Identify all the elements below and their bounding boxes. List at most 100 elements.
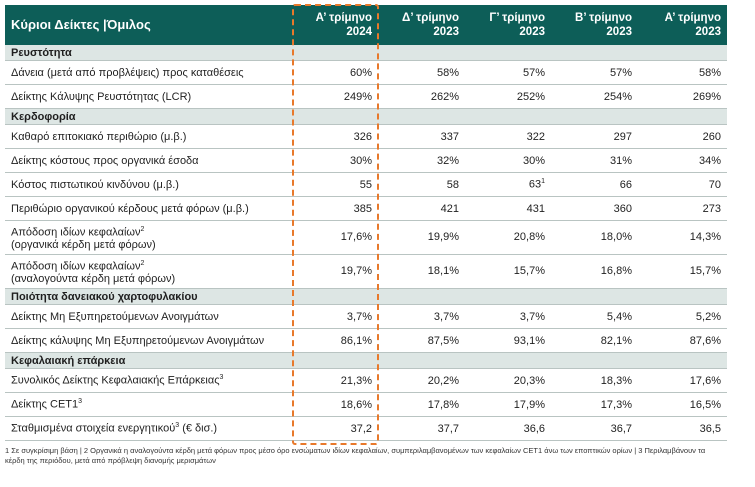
row-label: Συνολικός Δείκτης Κεφαλαιακής Επάρκειας3	[5, 368, 292, 393]
data-row: Απόδοση ιδίων κεφαλαίων2 (αναλογούντα κέρ…	[5, 254, 727, 289]
value-cell: 34%	[638, 148, 727, 173]
value-cell: 421	[378, 196, 465, 221]
value-cell: 431	[465, 196, 551, 221]
footnote: 1 Σε συγκρίσιμη βάση | 2 Οργανικά η αναλ…	[5, 446, 706, 465]
value-cell: 58%	[378, 60, 465, 85]
value-cell: 20,2%	[378, 368, 465, 393]
column-header-line: Α’ τρίμηνο	[664, 12, 721, 24]
value-cell: 70	[638, 172, 727, 197]
data-row: Καθαρό επιτοκιακό περιθώριο (μ.β.) 326 337…	[5, 124, 727, 149]
column-header: Δ’ τρίμηνο 2023	[378, 5, 465, 45]
value-cell: 249%	[292, 84, 378, 109]
row-label-suffix: (€ δισ.)	[182, 422, 218, 435]
value-cell: 19,7%	[292, 254, 378, 289]
value-cell: 16,5%	[638, 392, 727, 417]
column-header: Α’ τρίμηνο 2023	[638, 5, 727, 45]
section-row: Ρευστότητα	[5, 45, 727, 61]
row-label-text: Συνολικός Δείκτης Κεφαλαιακής Επάρκειας	[11, 374, 220, 387]
row-label: Δάνεια (μετά από προβλέψεις) προς καταθέ…	[5, 60, 292, 85]
data-row: Δείκτης CET13 18,6% 17,8% 17,9% 17,3% 16,5%	[5, 392, 727, 417]
value-cell: 87,5%	[378, 328, 465, 353]
row-label: Δείκτης κόστους προς οργανικά έσοδα	[5, 148, 292, 173]
row-label: Δείκτης κάλυψης Μη Εξυπηρετούμενων Ανοιγ…	[5, 328, 292, 353]
row-label-text: Δάνεια (μετά από προβλέψεις) προς καταθέ…	[11, 66, 244, 79]
data-row: Δάνεια (μετά από προβλέψεις) προς καταθέ…	[5, 60, 727, 85]
value-cell: 30%	[465, 148, 551, 173]
row-label: Απόδοση ιδίων κεφαλαίων2 (οργανικά κέρδη …	[5, 220, 292, 255]
value-cell: 273	[638, 196, 727, 221]
value-cell: 36,5	[638, 416, 727, 441]
value-cell: 15,7%	[465, 254, 551, 289]
footnote-ref: 2	[140, 225, 145, 233]
column-header-line: 2023	[519, 26, 545, 38]
section-title: Ποιότητα δανειακού χαρτοφυλακίου	[5, 288, 727, 305]
row-label-text: Σταθμισμένα στοιχεία ενεργητικού	[11, 422, 176, 435]
value-cell: 93,1%	[465, 328, 551, 353]
data-row: Δείκτης κόστους προς οργανικά έσοδα 30% 32…	[5, 148, 727, 173]
value-cell: 87,6%	[638, 328, 727, 353]
value-cell: 3,7%	[378, 304, 465, 329]
column-header: Γ’ τρίμηνο 2023	[465, 5, 551, 45]
data-row: Συνολικός Δείκτης Κεφαλαιακής Επάρκειας3…	[5, 368, 727, 393]
value-cell: 385	[292, 196, 378, 221]
row-label-text: Απόδοση ιδίων κεφαλαίων	[11, 260, 141, 273]
header-row: Κύριοι Δείκτες |Όμιλος Α’ τρίμηνο 2024 Δ’ …	[5, 5, 727, 45]
section-row: Κερδοφορία	[5, 108, 727, 125]
section-title: Ρευστότητα	[5, 45, 727, 61]
value-cell: 57%	[551, 60, 638, 85]
value-cell: 18,1%	[378, 254, 465, 289]
row-label-text: Δείκτης κόστους προς οργανικά έσοδα	[11, 154, 199, 167]
row-label: Καθαρό επιτοκιακό περιθώριο (μ.β.)	[5, 124, 292, 149]
column-header: Β’ τρίμηνο 2023	[551, 5, 638, 45]
data-row: Δείκτης Κάλυψης Ρευστότητας (LCR) 249% 262…	[5, 84, 727, 109]
row-label: Δείκτης Κάλυψης Ρευστότητας (LCR)	[5, 84, 292, 109]
table-body: Ρευστότητα Δάνεια (μετά από προβλέψεις) π…	[5, 45, 727, 441]
value-cell: 21,3%	[292, 368, 378, 393]
row-label: Σταθμισμένα στοιχεία ενεργητικού3 (€ δισ…	[5, 416, 292, 441]
value-cell: 82,1%	[551, 328, 638, 353]
value-cell: 18,6%	[292, 392, 378, 417]
row-label-line2: (οργανικά κέρδη μετά φόρων)	[11, 239, 156, 252]
value-cell: 31%	[551, 148, 638, 173]
value-cell: 58	[378, 172, 465, 197]
row-label-text: Δείκτης κάλυψης Μη Εξυπηρετούμενων Ανοιγ…	[11, 334, 265, 347]
value-cell: 3,7%	[292, 304, 378, 329]
footnote-ref: 3	[78, 398, 83, 406]
value-cell: 55	[292, 172, 378, 197]
footnote-ref: 2	[140, 259, 145, 267]
value-cell: 15,7%	[638, 254, 727, 289]
value-cell: 60%	[292, 60, 378, 85]
value-cell: 18,3%	[551, 368, 638, 393]
section-title: Κερδοφορία	[5, 108, 727, 125]
value-text: 63	[528, 178, 542, 191]
value-cell: 337	[378, 124, 465, 149]
value-cell: 86,1%	[292, 328, 378, 353]
section-row: Ποιότητα δανειακού χαρτοφυλακίου	[5, 288, 727, 305]
value-cell: 17,8%	[378, 392, 465, 417]
value-cell: 360	[551, 196, 638, 221]
data-row: Περιθώριο οργανικού κέρδους μετά φόρων (…	[5, 196, 727, 221]
value-cell: 260	[638, 124, 727, 149]
value-cell: 262%	[378, 84, 465, 109]
value-cell: 17,6%	[292, 220, 378, 255]
value-cell: 37,2	[292, 416, 378, 441]
row-label-line2: (αναλογούντα κέρδη μετά φόρων)	[11, 273, 176, 286]
footnote-ref: 3	[175, 422, 180, 430]
kpi-table: Κύριοι Δείκτες |Όμιλος Α’ τρίμηνο 2024 Δ’ …	[5, 5, 727, 441]
row-label-text: Απόδοση ιδίων κεφαλαίων	[11, 226, 141, 239]
row-label-text: Κόστος πιστωτικού κινδύνου (μ.β.)	[11, 178, 179, 191]
value-cell: 20,8%	[465, 220, 551, 255]
data-row: Δείκτης Μη Εξυπηρετούμενων Ανοιγμάτων 3,7…	[5, 304, 727, 329]
value-cell: 36,7	[551, 416, 638, 441]
row-label-text: Καθαρό επιτοκιακό περιθώριο (μ.β.)	[11, 130, 187, 143]
column-header-line: 2024	[346, 26, 372, 38]
value-cell: 5,2%	[638, 304, 727, 329]
data-row: Σταθμισμένα στοιχεία ενεργητικού3 (€ δισ…	[5, 416, 727, 441]
value-cell: 322	[465, 124, 551, 149]
value-cell: 3,7%	[465, 304, 551, 329]
value-cell: 17,9%	[465, 392, 551, 417]
value-cell: 269%	[638, 84, 727, 109]
column-header-line: 2023	[606, 26, 632, 38]
column-header-line: 2023	[433, 26, 459, 38]
value-cell: 19,9%	[378, 220, 465, 255]
